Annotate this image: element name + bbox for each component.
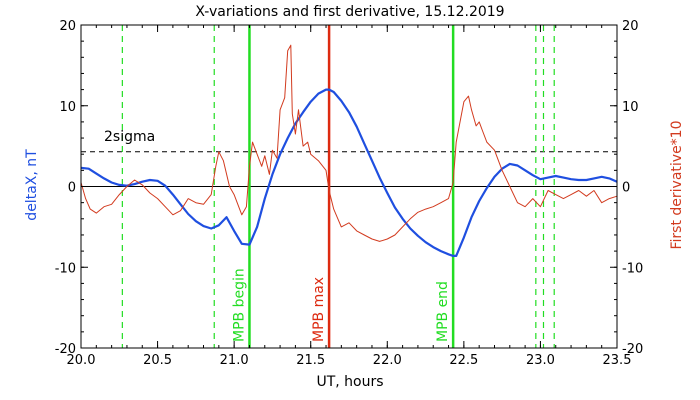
y-axis-title-right: First derivative*10 bbox=[669, 120, 685, 249]
y-tick-label-right: 20 bbox=[622, 19, 639, 34]
vline-label-mpb-begin: MPB begin bbox=[231, 268, 247, 342]
x-tick-label: 22.5 bbox=[449, 353, 478, 368]
series-derivative-line bbox=[80, 44, 618, 242]
y-tick-label-right: -10 bbox=[622, 261, 643, 276]
series-deltax-line bbox=[80, 88, 618, 257]
x-axis-title: UT, hours bbox=[316, 374, 383, 390]
vline-label-mpb-max: MPB max bbox=[311, 277, 327, 342]
y-tick-label-right: 10 bbox=[622, 100, 639, 115]
y-tick-label-left: -10 bbox=[55, 261, 76, 276]
chart-title: X-variations and first derivative, 15.12… bbox=[195, 4, 504, 20]
y-tick-label-left: 20 bbox=[59, 19, 76, 34]
x-tick-label: 21.5 bbox=[296, 353, 325, 368]
x-tick-label: 20.0 bbox=[67, 353, 96, 368]
y-tick-label-right: 0 bbox=[622, 181, 630, 196]
vline-label-mpb-end: MPB end bbox=[435, 281, 451, 342]
y-tick-label-right: -20 bbox=[622, 342, 643, 357]
threshold-label: 2sigma bbox=[104, 129, 155, 145]
x-tick-label: 21.0 bbox=[220, 353, 249, 368]
y-tick-label-left: 10 bbox=[59, 100, 76, 115]
x-tick-label: 22.0 bbox=[373, 353, 402, 368]
x-tick-label: 23.0 bbox=[526, 353, 555, 368]
y-tick-label-left: 0 bbox=[68, 181, 76, 196]
plot-area: MPB begin MPB max MPB end 20.0 20.5 21.0 21.5 2… bbox=[55, 19, 643, 368]
y-axis-title-left: deltaX, nT bbox=[24, 149, 40, 221]
x-tick-label: 23.5 bbox=[603, 353, 632, 368]
x-tick-label: 20.5 bbox=[143, 353, 172, 368]
y-tick-label-left: -20 bbox=[55, 342, 76, 357]
